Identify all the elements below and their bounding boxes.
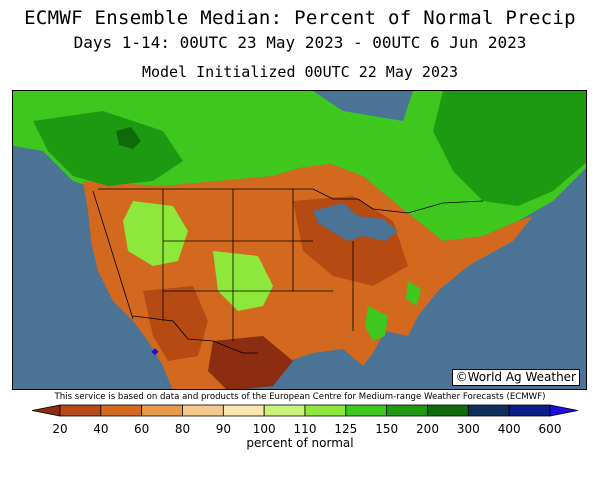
scale-tick-label: 200	[416, 422, 439, 436]
scale-bin	[100, 404, 143, 417]
precip-map: ©World Ag Weather	[12, 90, 587, 390]
scale-tick-label: 20	[52, 422, 68, 436]
scale-bin	[345, 404, 388, 417]
scale-arrow-low	[31, 404, 61, 417]
scale-bin	[182, 404, 224, 417]
map-title: ECMWF Ensemble Median: Percent of Normal…	[24, 7, 576, 29]
scale-bin	[141, 404, 183, 417]
baja-high-value	[151, 348, 159, 356]
green-atlantic	[406, 281, 421, 306]
scale-bin	[263, 404, 306, 417]
lake-winnipeg	[116, 127, 141, 149]
scale-bin	[386, 404, 428, 417]
green-hudson	[243, 91, 383, 171]
scale-tick-label: 90	[215, 422, 231, 436]
color-scale	[31, 404, 579, 417]
green-southeast	[365, 306, 388, 341]
scale-bin	[222, 404, 265, 417]
scale-tick-label: 300	[456, 422, 480, 436]
map-canvas	[13, 91, 586, 389]
green-plains	[213, 251, 273, 311]
forecast-period: Days 1-14: 00UTC 23 May 2023 - 00UTC 6 J…	[73, 33, 527, 52]
model-init-time: Model Initialized 00UTC 22 May 2023	[141, 63, 459, 81]
scale-tick-label: 100	[252, 422, 276, 436]
ecmwf-credit: This service is based on data and produc…	[54, 392, 546, 402]
watermark: ©World Ag Weather	[451, 369, 580, 386]
great-lakes	[313, 203, 398, 241]
scale-units: percent of normal	[246, 436, 354, 450]
scale-bin	[427, 404, 469, 417]
scale-bin	[59, 404, 102, 417]
scale-tick-label: 125	[334, 422, 358, 436]
green-pacific-nw	[33, 111, 183, 186]
scale-bin	[467, 404, 510, 417]
green-labrador	[433, 91, 586, 206]
political-borders	[92, 188, 484, 354]
scale-tick-label: 80	[174, 422, 191, 436]
scale-tick-label: 600	[538, 422, 562, 436]
scale-tick-label: 150	[375, 422, 399, 436]
scale-bin	[508, 404, 551, 417]
scale-bin	[304, 404, 347, 417]
dry-mexico	[208, 336, 293, 389]
scale-arrow-high	[549, 404, 579, 417]
scale-tick-label: 400	[497, 422, 521, 436]
scale-tick-label: 60	[134, 422, 150, 436]
green-rockies	[123, 201, 188, 266]
scale-tick-label: 110	[293, 422, 317, 436]
scale-tick-label: 40	[93, 422, 109, 436]
